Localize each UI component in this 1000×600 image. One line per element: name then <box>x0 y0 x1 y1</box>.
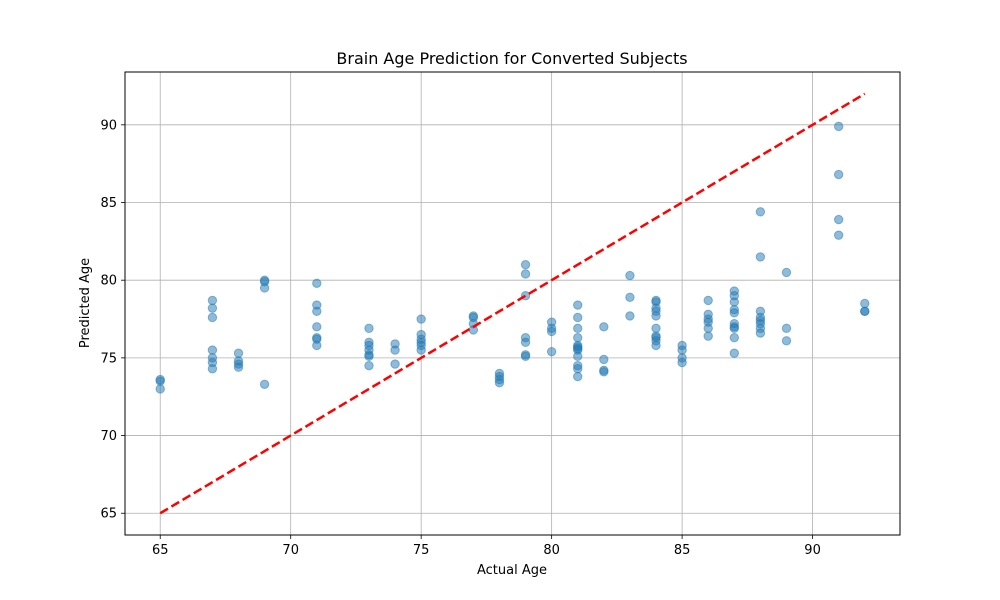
data-point <box>573 300 583 310</box>
y-tick-label: 85 <box>100 196 117 211</box>
data-point <box>625 270 635 281</box>
x-tick-label: 65 <box>152 543 169 558</box>
reference-line-group <box>159 92 866 515</box>
data-point <box>364 323 374 334</box>
data-point <box>703 295 713 306</box>
data-point <box>207 295 218 306</box>
data-point <box>416 345 426 355</box>
data-point <box>312 306 322 316</box>
data-point <box>155 384 165 394</box>
data-points <box>155 121 870 394</box>
x-axis-label: Actual Age <box>477 563 547 578</box>
data-point <box>703 323 713 334</box>
y-tick-label: 70 <box>100 429 117 444</box>
data-point <box>729 323 740 334</box>
data-point <box>833 214 844 225</box>
data-point <box>729 308 740 318</box>
data-point <box>155 376 165 386</box>
grid-lines <box>125 72 900 535</box>
data-point <box>364 360 374 371</box>
data-point <box>520 351 531 362</box>
x-axis-ticks: 65 70 75 80 85 90 <box>152 535 821 558</box>
data-point <box>860 298 870 309</box>
data-point <box>833 230 844 240</box>
data-point <box>781 323 792 334</box>
data-point <box>573 371 583 382</box>
data-point <box>860 306 870 316</box>
x-tick-label: 80 <box>543 543 560 558</box>
data-point <box>833 169 844 180</box>
data-point <box>520 259 531 270</box>
data-point <box>573 332 583 343</box>
data-point <box>546 346 557 357</box>
data-point <box>259 379 270 389</box>
data-point <box>651 323 661 334</box>
data-point <box>625 292 635 302</box>
data-point <box>573 351 583 362</box>
data-point <box>494 378 505 388</box>
data-point <box>729 332 740 343</box>
data-point <box>573 323 583 334</box>
y-tick-label: 65 <box>100 507 117 522</box>
data-point <box>259 283 270 293</box>
data-point <box>729 348 740 358</box>
data-point <box>390 345 400 355</box>
data-point <box>520 269 531 279</box>
data-point <box>677 345 687 355</box>
x-tick-label: 90 <box>804 543 821 558</box>
y-axis-ticks: 65 70 75 80 85 90 <box>100 118 125 522</box>
data-point <box>781 267 792 278</box>
data-point <box>573 312 583 323</box>
data-point <box>233 362 244 372</box>
data-point <box>833 121 844 132</box>
data-point <box>207 312 218 323</box>
identity-line <box>159 92 866 515</box>
data-point <box>755 328 766 338</box>
x-tick-label: 85 <box>674 543 691 558</box>
data-point <box>207 303 218 313</box>
data-point <box>651 340 661 351</box>
data-point <box>312 278 322 289</box>
data-point <box>677 357 687 368</box>
plot-frame <box>124 71 901 536</box>
data-point <box>651 311 661 321</box>
data-point <box>207 345 218 355</box>
y-tick-label: 80 <box>100 274 117 289</box>
chart-title: Brain Age Prediction for Converted Subje… <box>336 49 687 68</box>
data-point <box>207 364 218 374</box>
y-axis-label: Predicted Age <box>78 258 93 348</box>
data-point <box>755 252 766 262</box>
data-point <box>599 367 609 377</box>
x-tick-label: 70 <box>282 543 299 558</box>
data-point <box>573 364 583 374</box>
data-point <box>416 314 426 324</box>
data-point <box>233 348 244 358</box>
data-point <box>390 359 400 369</box>
data-point <box>312 340 322 351</box>
data-point <box>599 354 609 365</box>
data-point <box>781 336 792 346</box>
data-point <box>625 311 635 321</box>
y-tick-label: 90 <box>100 118 117 133</box>
data-point <box>755 207 766 217</box>
data-point <box>364 351 374 362</box>
data-point <box>546 326 557 337</box>
y-tick-label: 75 <box>100 351 117 366</box>
data-point <box>599 322 609 332</box>
data-point <box>703 331 713 341</box>
data-point <box>520 337 531 348</box>
data-point <box>729 297 740 307</box>
x-tick-label: 75 <box>413 543 430 558</box>
data-point <box>312 322 322 332</box>
